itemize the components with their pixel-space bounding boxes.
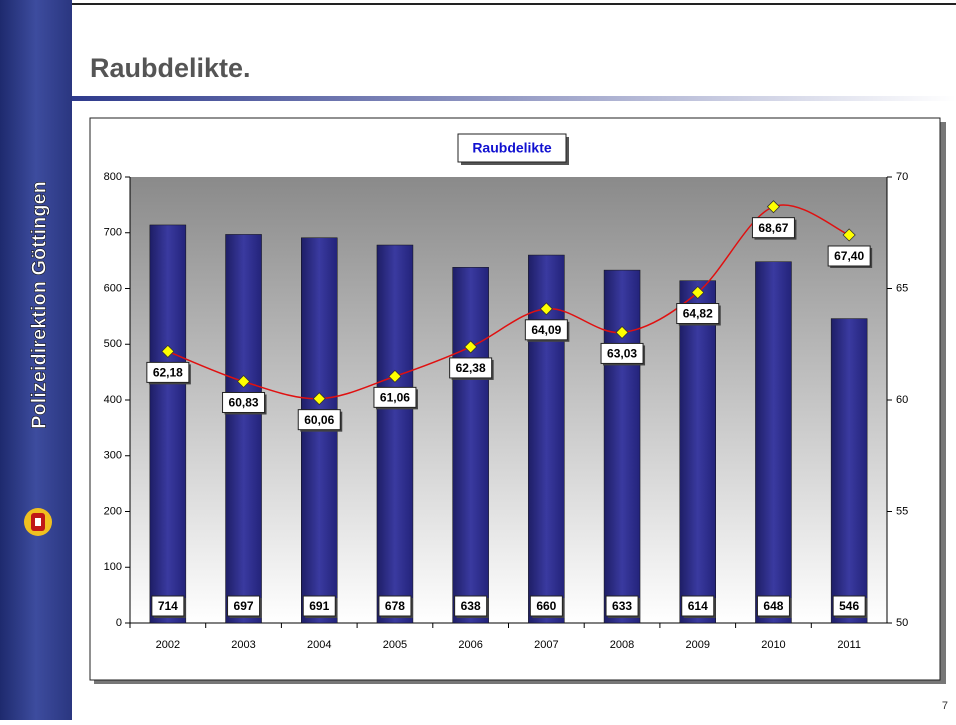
- y-tick-label: 300: [104, 450, 122, 462]
- bar-value-label-box: [227, 595, 261, 617]
- x-tick-label: 2007: [534, 639, 558, 651]
- y2-tick-label: 65: [896, 282, 908, 294]
- chart-title-box: [457, 133, 567, 163]
- line-marker: [236, 374, 251, 389]
- bar-value-label: 648: [763, 599, 783, 613]
- line-value-label: 64,09: [531, 323, 561, 337]
- bar-value-label-box: [681, 595, 715, 617]
- line-value-label-box: [676, 303, 720, 325]
- x-tick-label: 2008: [610, 639, 634, 651]
- line-value-label-box: [297, 409, 341, 431]
- line-value-label: 61,06: [380, 391, 410, 405]
- line-marker: [312, 392, 326, 406]
- bar: [755, 261, 792, 624]
- line-marker: [615, 325, 629, 339]
- bar-value-label-box: [454, 595, 488, 617]
- bar: [603, 269, 641, 624]
- line-marker: [464, 340, 478, 354]
- x-tick-label: 2005: [383, 639, 407, 651]
- y2-tick-label: 70: [896, 171, 908, 183]
- bar: [149, 224, 187, 624]
- x-tick-label: 2004: [307, 639, 331, 651]
- y2-tick-label: 55: [896, 505, 908, 517]
- bar-value-label-box: [605, 595, 639, 617]
- y-tick-label: 700: [104, 227, 122, 239]
- x-tick-label: 2006: [458, 639, 482, 651]
- bar: [452, 267, 489, 624]
- line-value-label: 63,03: [607, 347, 637, 361]
- bar: [528, 254, 565, 624]
- bar-value-label: 546: [839, 599, 859, 613]
- line-value-label-box: [827, 245, 871, 267]
- bar-value-label: 614: [688, 599, 708, 613]
- line-marker: [388, 369, 402, 383]
- line-value-label: 64,82: [683, 307, 713, 321]
- bar-value-label-box: [302, 595, 336, 617]
- y-tick-label: 0: [116, 617, 122, 629]
- bar-value-label-box: [529, 595, 563, 617]
- x-tick-label: 2010: [761, 639, 785, 651]
- y-tick-label: 400: [104, 394, 122, 406]
- y-tick-label: 800: [104, 171, 122, 183]
- y-tick-label: 200: [104, 505, 122, 517]
- line-marker: [766, 200, 781, 214]
- bar: [830, 318, 868, 624]
- page-number: 7: [942, 700, 948, 712]
- bar: [225, 234, 262, 624]
- line-marker: [842, 228, 856, 242]
- line-value-label-box: [449, 357, 493, 379]
- title-rule: [72, 96, 956, 101]
- bar-value-label: 678: [385, 599, 405, 613]
- line-marker: [539, 302, 553, 316]
- x-tick-label: 2002: [156, 639, 180, 651]
- line: [167, 204, 850, 400]
- bar-value-label-box: [378, 595, 412, 617]
- line-value-label-box: [146, 361, 190, 383]
- bar-value-label: 691: [309, 599, 329, 613]
- bar: [679, 280, 716, 624]
- line-marker: [161, 344, 175, 358]
- y-tick-label: 500: [104, 338, 122, 350]
- bar-value-label-box: [151, 595, 185, 617]
- bar-value-label-box: [756, 595, 790, 617]
- bar-value-label: 638: [461, 599, 481, 613]
- line-value-label: 67,40: [834, 249, 864, 263]
- chart-title: Raubdelikte: [472, 140, 552, 156]
- line-value-label-box: [373, 386, 417, 408]
- sidebar-text: Polizeidirektion Göttingen: [28, 181, 50, 429]
- line-value-label-box: [600, 342, 644, 364]
- line-marker: [691, 285, 705, 300]
- y2-tick-label: 50: [896, 617, 908, 629]
- x-tick-label: 2009: [686, 639, 710, 651]
- bar-value-label: 633: [612, 599, 632, 613]
- bar-value-label: 697: [234, 599, 254, 613]
- line-value-label: 60,06: [304, 413, 334, 427]
- bar: [376, 244, 414, 624]
- line-value-label-box: [524, 319, 568, 341]
- crest: [24, 508, 52, 536]
- sidebar: [0, 0, 72, 720]
- y-tick-label: 100: [104, 561, 122, 573]
- y2-tick-label: 60: [896, 394, 908, 406]
- bar-value-label-box: [832, 595, 866, 617]
- x-tick-label: 2003: [231, 639, 255, 651]
- y-tick-label: 600: [104, 282, 122, 294]
- bar-value-label: 714: [158, 599, 178, 613]
- line-value-label-box: [751, 217, 795, 239]
- line-value-label: 62,18: [153, 366, 183, 380]
- slide-title: Raubdelikte.: [90, 53, 251, 83]
- line-value-label: 60,83: [229, 396, 259, 410]
- line-value-label: 62,38: [456, 361, 486, 375]
- line-value-label: 68,67: [758, 221, 788, 235]
- line-value-label-box: [222, 391, 266, 413]
- x-tick-label: 2011: [837, 639, 861, 651]
- bar-value-label: 660: [536, 599, 556, 613]
